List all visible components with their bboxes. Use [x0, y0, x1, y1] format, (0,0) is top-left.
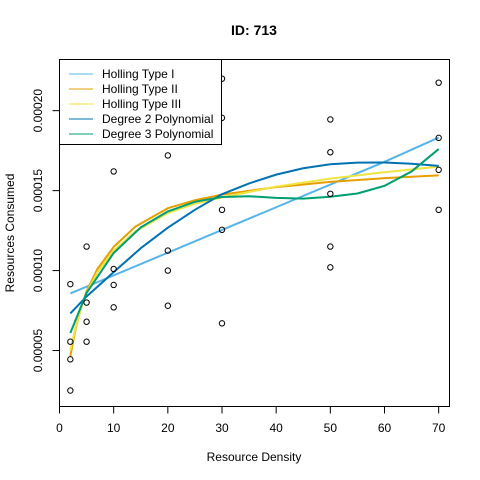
y-axis-label: Resources Consumed	[3, 174, 17, 293]
x-tick-label: 40	[269, 421, 283, 435]
data-point	[67, 280, 74, 288]
data-point	[218, 320, 226, 327]
series-line-1	[69, 174, 439, 357]
data-point	[327, 190, 334, 198]
data-point	[110, 304, 117, 311]
data-point	[164, 152, 172, 159]
data-point	[110, 281, 117, 289]
x-axis-label: Resource Density	[207, 450, 302, 464]
legend-label-1: Holling Type II	[102, 82, 178, 96]
data-point	[67, 338, 74, 345]
data-point	[67, 387, 74, 394]
fit-curves	[69, 136, 440, 357]
data-point	[83, 318, 90, 325]
series-line-3	[69, 161, 439, 315]
data-point	[327, 243, 334, 250]
x-tick-label: 60	[378, 421, 392, 435]
data-point	[218, 206, 226, 214]
x-tick-label: 70	[432, 421, 446, 435]
y-axis: 0.00005 0.00010 0.00015 0.00020	[31, 89, 60, 373]
y-tick-label: 0.00010	[31, 249, 45, 293]
x-tick-label: 30	[215, 421, 229, 435]
data-point	[164, 302, 172, 309]
series-line-0	[69, 136, 440, 295]
data-point	[164, 247, 172, 254]
data-point	[218, 226, 226, 234]
data-point	[110, 265, 117, 273]
data-point	[435, 166, 442, 174]
data-point	[110, 168, 117, 175]
series-line-4	[69, 148, 440, 334]
data-point	[83, 243, 90, 250]
x-tick-label: 50	[324, 421, 338, 435]
data-point	[435, 206, 442, 214]
legend-label-4: Degree 3 Polynomial	[102, 127, 213, 141]
data-point	[327, 116, 334, 123]
x-tick-label: 20	[161, 421, 175, 435]
chart-title: ID: 713	[231, 22, 277, 38]
data-point	[435, 79, 442, 86]
data-point	[67, 356, 74, 363]
data-point	[327, 264, 334, 271]
y-tick-label: 0.00015	[31, 169, 45, 213]
legend-label-3: Degree 2 Polynomial	[102, 112, 213, 126]
x-axis: 0 10 20 30 40 50 60 70	[56, 406, 446, 435]
series-line-2	[69, 165, 439, 351]
x-tick-label: 0	[56, 421, 63, 435]
y-tick-label: 0.00005	[31, 329, 45, 373]
data-point	[327, 149, 334, 156]
legend-label-0: Holling Type I	[102, 67, 175, 81]
data-point	[435, 134, 442, 142]
data-point	[164, 267, 172, 274]
data-point	[83, 299, 90, 306]
legend-label-2: Holling Type III	[102, 97, 181, 111]
x-tick-label: 10	[107, 421, 121, 435]
data-point	[83, 338, 90, 345]
y-tick-label: 0.00020	[31, 89, 45, 133]
